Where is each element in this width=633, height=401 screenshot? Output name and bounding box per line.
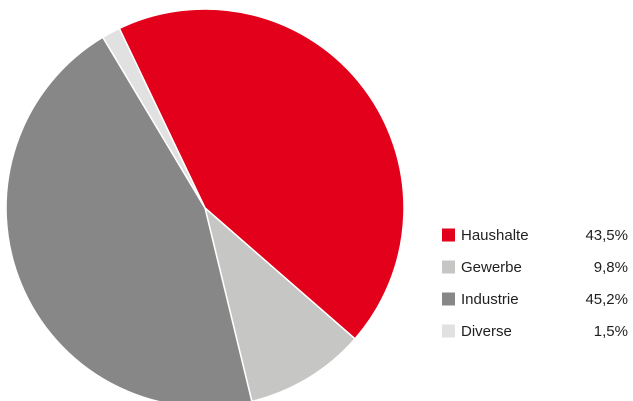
legend-swatch	[442, 260, 455, 274]
legend-value: 43,5%	[585, 227, 628, 244]
pie-slice-gewerbe	[203, 205, 357, 401]
legend-value: 45,2%	[585, 291, 628, 308]
pie-slices	[5, 8, 405, 401]
legend-label: Haushalte	[461, 227, 529, 244]
legend-swatch	[442, 324, 455, 338]
legend-swatch	[442, 228, 455, 242]
legend-item-gewerbe: Gewerbe 9,8%	[442, 259, 628, 276]
legend-value: 1,5%	[594, 323, 628, 340]
pie-slice-haushalte	[118, 8, 405, 340]
legend-item-industrie: Industrie 45,2%	[442, 291, 628, 308]
legend: Haushalte 43,5% Gewerbe 9,8% Industrie 45,2% D…	[442, 227, 628, 340]
legend-swatch	[442, 292, 455, 306]
pie-slice-diverse	[101, 27, 206, 209]
legend-label: Gewerbe	[461, 259, 522, 276]
legend-item-diverse: Diverse 1,5%	[442, 323, 628, 340]
legend-item-haushalte: Haushalte 43,5%	[442, 227, 628, 244]
pie-slice-industrie	[5, 36, 253, 401]
legend-label: Industrie	[461, 291, 519, 308]
legend-value: 9,8%	[594, 259, 628, 276]
legend-label: Diverse	[461, 323, 512, 340]
